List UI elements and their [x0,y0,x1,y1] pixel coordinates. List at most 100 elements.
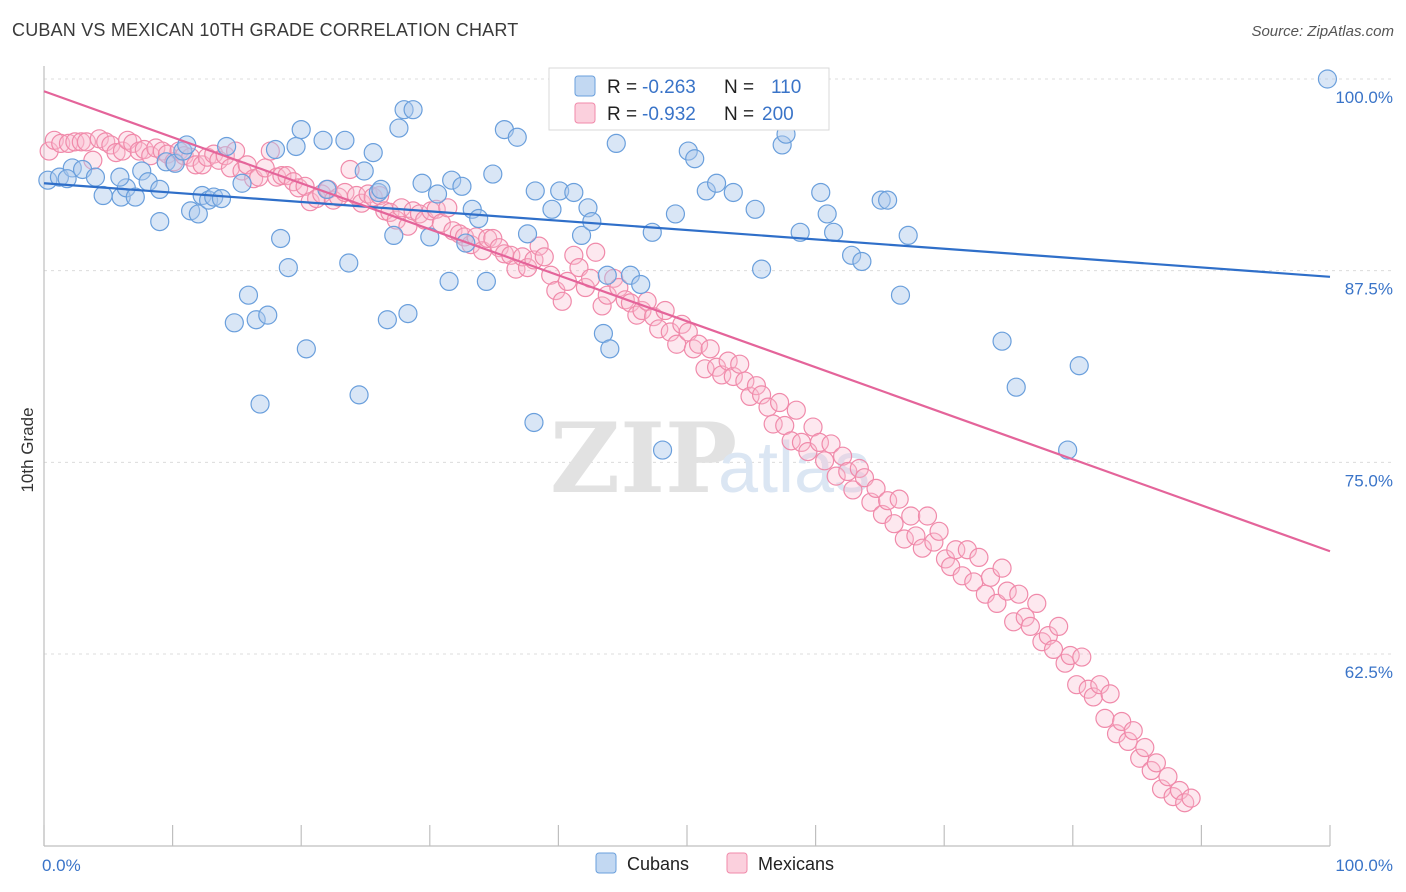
mexicans-point [786,400,806,420]
cubans-point [278,258,298,278]
mexicans-point [843,480,863,500]
mexicans-point [946,540,966,560]
y-tick-label: 75.0% [1345,471,1393,490]
cubans-point [600,339,620,359]
mexicans-point [534,247,554,267]
bottom-legend-mexicans: Mexicans [758,854,834,874]
cubans-point [452,176,472,196]
mexicans-point [815,451,835,471]
mexicans-point [1072,647,1092,667]
cubans-point [665,204,686,224]
legend-box: R = -0.263 N = 110 R = -0.932 N = 200 [548,67,830,131]
mexicans-point [912,538,932,558]
mexicans-point [672,314,692,334]
mexicans-point [751,385,772,405]
cubans-point [524,412,544,433]
cubans-point [246,310,266,330]
legend-n-value: 110 [771,77,801,98]
cubans-point [313,130,333,150]
cubans-point [291,120,311,140]
y-tick-label: 87.5% [1345,280,1393,299]
mexicans-point [552,291,572,311]
cubans-point [817,204,837,224]
bottom-legend-cubans: Cubans [627,854,689,874]
mexicans-point [39,141,59,161]
mexicans-point [906,526,926,546]
cubans-point [232,173,252,193]
mexicans-point [735,371,755,391]
legend-r-label: R = [607,77,637,98]
cubans-point [696,181,716,201]
cubans-point [93,185,113,206]
mexicans-point [586,242,606,262]
mexicans-point [838,461,858,482]
mexicans-point [1169,780,1190,801]
watermark-zip: ZIP [550,402,737,515]
chart-title: CUBAN VS MEXICAN 10TH GRADE CORRELATION … [12,20,519,40]
cubans-point [772,135,792,155]
cubans-point [852,251,872,272]
legend-r-value: -0.263 [642,77,696,98]
mexicans-point [849,458,869,479]
mexicans-point [398,216,418,236]
cubans-point [250,394,270,414]
cubans-point [412,173,432,193]
mexicans-point [592,296,612,316]
cubans-point [132,161,152,181]
x-tick-label: 0.0% [42,856,81,875]
cubans-point [349,385,369,405]
cubans-point [335,130,355,150]
mexicans-point [826,466,846,486]
mexicans-point [564,245,584,265]
cubans-point [377,310,397,330]
bottom-legend: Cubans Mexicans [595,852,834,874]
mexicans-point [730,354,750,374]
mexicans-point [1095,708,1115,729]
mexicans-point [51,133,71,153]
cubans-point [85,167,106,187]
mexicans-point [186,155,206,175]
cubans-point [420,227,440,247]
cubans-point [597,265,617,285]
legend-r-value: -0.932 [642,104,696,125]
legend-n-value: 200 [762,104,794,125]
mexicans-point [454,227,475,247]
cubans-point [354,161,374,181]
legend-n-label: N = [724,104,754,125]
cubans-point [368,182,388,203]
mexicans-point [781,431,801,451]
mexicans-point [112,141,133,161]
mexicans-point [1020,616,1040,637]
mexicans-point [700,339,720,359]
cubans-point [571,225,592,245]
cubans-point [842,245,862,265]
mexicans-point [1083,687,1103,707]
mexicans-point [929,521,949,541]
mexicans-point [1049,616,1069,637]
bottom-legend-swatch-cubans [595,852,617,874]
cubans-point [678,141,698,161]
cubans-point [238,285,259,305]
legend-r-label: R = [607,104,637,125]
mexicans-point [106,143,126,163]
cubans-point [384,225,404,245]
mexicans-point [746,376,767,396]
cubans-point [745,199,765,219]
legend-frame [548,67,830,131]
cubans-point [62,158,82,178]
y-tick-label: 100.0% [1335,88,1393,107]
cubans-point [188,204,208,224]
mexicans-point [1146,753,1166,773]
cubans-point [125,187,145,207]
mexicans-point [924,532,944,552]
cubans-point [181,201,201,221]
cubans-point [517,224,538,244]
cubans-point [339,253,359,273]
cubans-point [652,440,673,460]
cubans-point [296,339,316,359]
cubans-point [150,179,170,199]
mexicans-point [1043,639,1064,660]
cubans-point [898,225,918,245]
cubans-point [110,167,130,187]
cubans-point [878,190,898,210]
